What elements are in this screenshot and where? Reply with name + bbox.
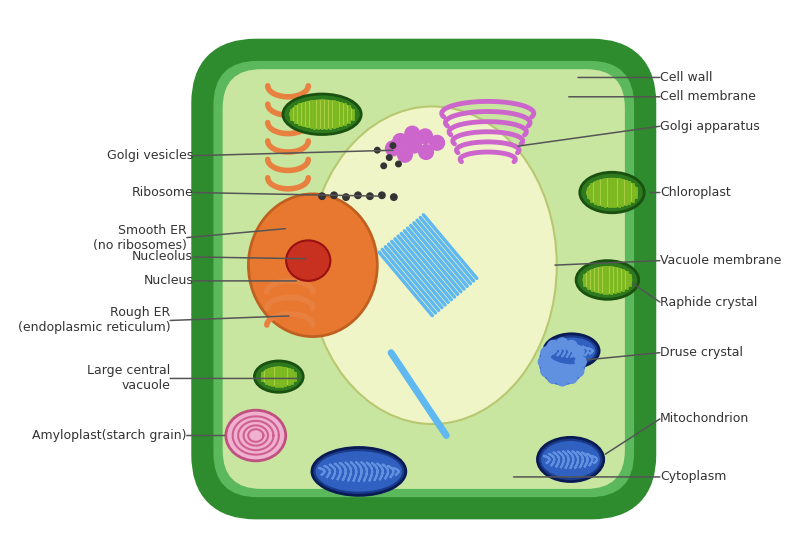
Text: Smooth ER
(no ribosomes): Smooth ER (no ribosomes) [93,224,186,252]
Ellipse shape [538,437,604,481]
Circle shape [319,193,326,200]
Ellipse shape [312,448,406,495]
Ellipse shape [226,410,286,461]
Circle shape [540,340,584,384]
Ellipse shape [576,260,638,299]
Ellipse shape [541,441,600,478]
Text: Vacuole membrane: Vacuole membrane [660,254,782,267]
Ellipse shape [286,240,330,281]
Circle shape [573,347,584,358]
Circle shape [541,366,552,377]
Text: Golgi apparatus: Golgi apparatus [660,120,760,132]
Circle shape [547,340,558,352]
Circle shape [541,347,552,358]
FancyBboxPatch shape [205,53,642,505]
Text: Large central
vacuole: Large central vacuole [87,364,170,392]
Text: Amyloplast(starch grain): Amyloplast(starch grain) [32,429,186,442]
Circle shape [538,356,550,367]
Circle shape [390,143,396,148]
Circle shape [398,148,412,162]
Ellipse shape [586,178,638,207]
Text: Cell membrane: Cell membrane [660,91,756,103]
Circle shape [342,194,350,200]
Text: Nucleus: Nucleus [143,274,193,287]
Circle shape [366,193,373,200]
Ellipse shape [316,451,402,492]
Circle shape [390,194,397,200]
Text: Golgi vesicles: Golgi vesicles [107,149,193,162]
Ellipse shape [261,367,297,387]
Circle shape [405,126,420,141]
Text: Rough ER
(endoplasmic reticulum): Rough ER (endoplasmic reticulum) [18,306,170,334]
Ellipse shape [580,172,644,213]
Circle shape [430,135,445,150]
Circle shape [386,141,400,156]
Text: Cell wall: Cell wall [660,71,712,84]
Circle shape [557,375,568,386]
Ellipse shape [249,194,378,337]
Text: Raphide crystal: Raphide crystal [660,296,758,309]
Circle shape [374,148,380,153]
Circle shape [573,366,584,377]
Text: Chloroplast: Chloroplast [660,186,730,199]
Circle shape [566,372,577,383]
Circle shape [354,192,361,198]
Circle shape [557,338,568,349]
Ellipse shape [308,106,557,424]
Circle shape [386,155,392,160]
Text: Nucleolus: Nucleolus [132,250,193,263]
Text: Cytoplasm: Cytoplasm [660,471,726,484]
Ellipse shape [582,266,632,294]
Text: Druse crystal: Druse crystal [660,346,743,359]
Ellipse shape [283,94,361,135]
Circle shape [396,161,402,167]
Circle shape [378,192,385,198]
Circle shape [406,138,422,153]
Circle shape [331,192,338,198]
FancyBboxPatch shape [222,69,625,489]
Circle shape [566,340,577,352]
Circle shape [575,356,586,367]
Text: Ribosome: Ribosome [131,186,193,199]
Circle shape [418,145,434,159]
Ellipse shape [544,334,599,368]
Text: Mitochondrion: Mitochondrion [660,413,749,425]
Circle shape [381,163,386,169]
Ellipse shape [254,361,303,392]
Ellipse shape [290,100,354,129]
Circle shape [547,372,558,383]
Ellipse shape [547,338,595,364]
Circle shape [418,129,433,144]
Circle shape [393,134,408,148]
FancyBboxPatch shape [214,61,634,497]
